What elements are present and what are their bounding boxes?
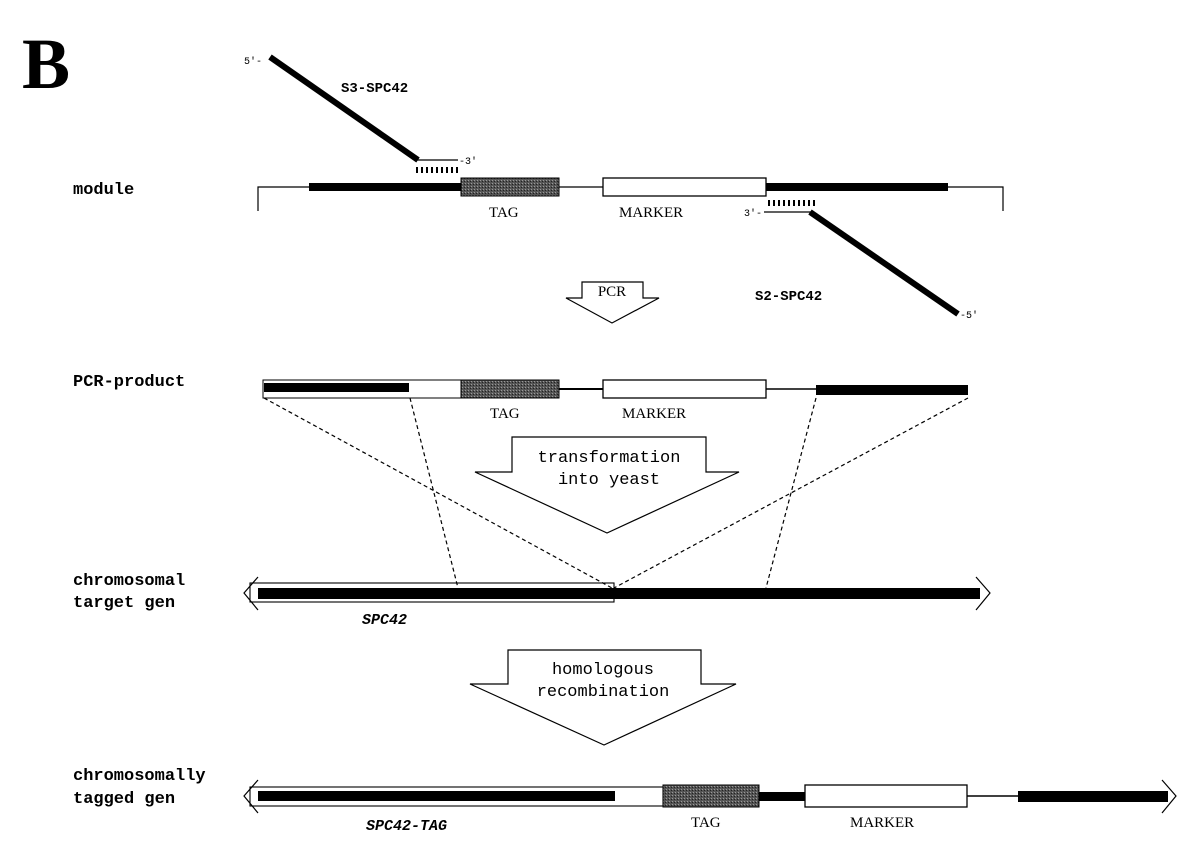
target-right-break	[975, 576, 991, 611]
recombination-label-line1: homologous	[552, 661, 654, 680]
target-orf-outline	[249, 582, 615, 603]
target-gene-name: SPC42	[362, 612, 407, 629]
module-tag-box	[460, 177, 560, 197]
primer-s3-tail	[268, 54, 420, 163]
primer-s3-5prime-end: 5'-	[244, 56, 262, 68]
row-label-module: module	[73, 181, 134, 200]
recombination-label-line2: recombination	[537, 683, 670, 702]
target-left-break	[243, 576, 259, 611]
tagged-gene-name: SPC42-TAG	[366, 818, 447, 835]
tagged-downstream-bar	[1018, 791, 1168, 802]
row-label-tagged-line2: tagged gen	[73, 790, 175, 809]
pcr-step-arrow: PCR	[565, 281, 660, 324]
tagged-left-break	[243, 779, 259, 814]
module-marker-label: MARKER	[619, 205, 683, 221]
primer-s3: 5'- -3' S3-SPC42	[244, 54, 477, 173]
transformation-label-line1: transformation	[538, 449, 681, 468]
row-label-target-line2: target gen	[73, 594, 175, 613]
tagged-marker-label: MARKER	[850, 815, 914, 831]
primer-s2-5prime-end: -5'	[960, 310, 978, 322]
pcr-arrow-shape	[565, 281, 660, 324]
row-label-target-line1: chromosomal	[73, 572, 185, 591]
recombination-step-arrow: homologous recombination	[469, 649, 737, 746]
tagged-marker-box	[804, 784, 968, 808]
transformation-label-line2: into yeast	[558, 471, 660, 490]
primer-s2-name: S2-SPC42	[755, 289, 822, 305]
panel-label: B	[22, 24, 70, 104]
primer-s2-tail	[808, 209, 960, 317]
homology-guide-lines	[263, 397, 969, 589]
module-marker-box	[602, 177, 767, 197]
chromosomally-tagged-gene: SPC42-TAG TAG MARKER	[243, 779, 1177, 835]
primer-s3-name: S3-SPC42	[341, 81, 408, 97]
primer-s3-3prime-end: -3'	[459, 156, 477, 168]
tagged-right-break	[1161, 779, 1177, 814]
pcr-step-label: PCR	[598, 284, 626, 300]
pcr-product-construct: TAG MARKER	[262, 379, 968, 422]
primer-s2-3prime-end: 3'-	[744, 208, 762, 220]
row-label-tagged-line1: chromosomally	[73, 767, 206, 786]
module-construct: TAG MARKER	[257, 177, 1004, 221]
module-left-homology-bar	[309, 183, 461, 191]
tagged-tag-box	[662, 784, 760, 808]
target-chromosome-bar	[258, 588, 980, 599]
pcr-marker-box	[602, 379, 767, 399]
module-tag-label: TAG	[489, 205, 519, 221]
module-right-homology-bar	[766, 183, 948, 191]
pcr-right-homology-bar	[816, 385, 968, 395]
tagged-orf-bar	[258, 791, 615, 801]
pcr-marker-label: MARKER	[622, 406, 686, 422]
pcr-left-homology-bar	[264, 383, 409, 392]
row-label-pcr-product: PCR-product	[73, 373, 185, 392]
chromosomal-target-gene: SPC42	[243, 576, 991, 629]
primer-s2: 3'- -5' S2-SPC42	[744, 200, 978, 322]
transformation-step-arrow: transformation into yeast	[474, 436, 740, 534]
tagged-tag-label: TAG	[691, 815, 721, 831]
pcr-tag-label: TAG	[490, 406, 520, 422]
pcr-tag-box	[460, 379, 560, 399]
recombination-arrow-shape	[469, 649, 737, 746]
transformation-arrow-shape	[474, 436, 740, 534]
tagged-linker-bar	[759, 792, 805, 801]
